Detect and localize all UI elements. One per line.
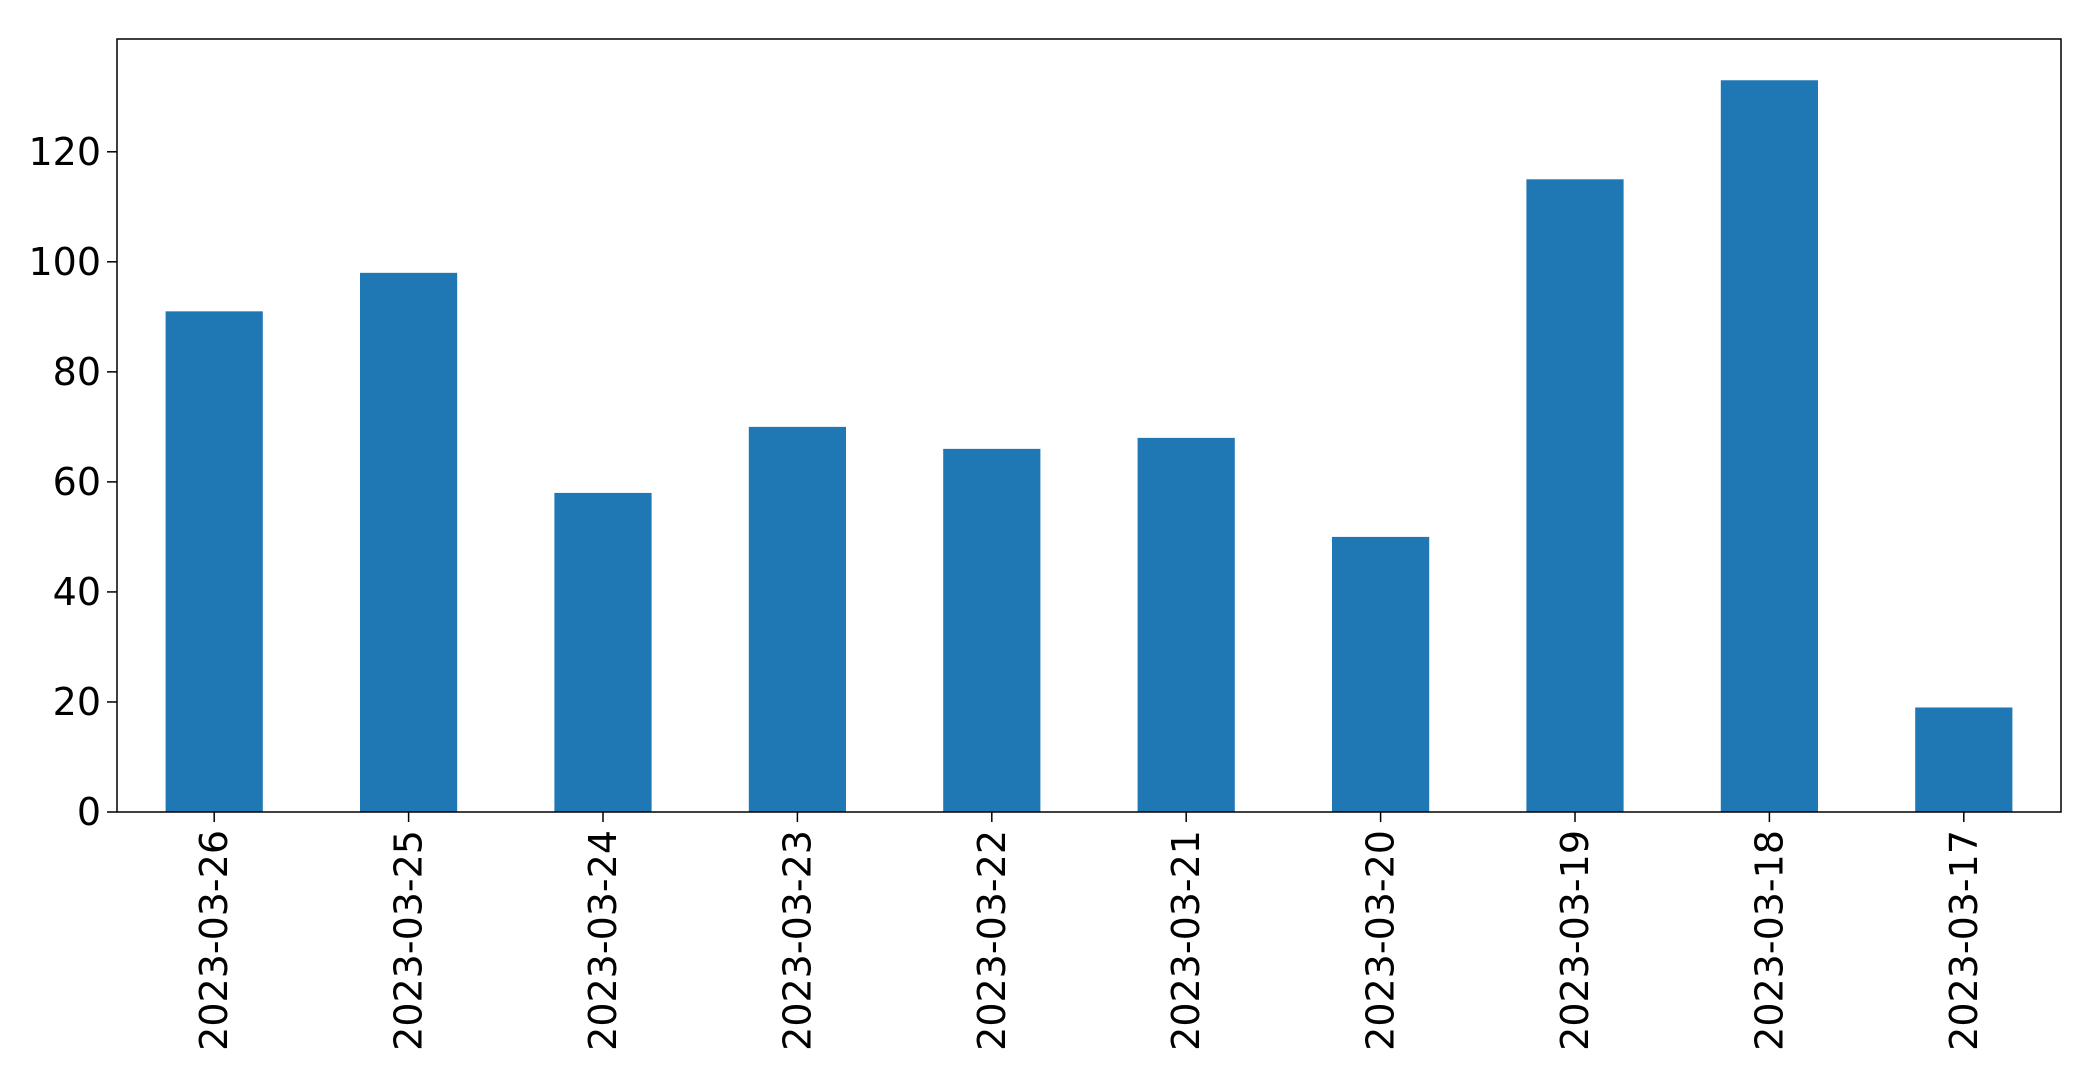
y-tick-label: 120: [28, 130, 101, 174]
x-tick-label: 2023-03-20: [1359, 830, 1403, 1051]
x-axis: 2023-03-26 2023-03-25 2023-03-24 2023-03-23…: [192, 812, 1986, 1051]
bar-2023-03-17: [1915, 707, 2013, 812]
y-tick-label: 60: [53, 460, 101, 504]
x-tick-label: 2023-03-21: [1164, 830, 1208, 1051]
y-tick-label: 80: [53, 350, 101, 394]
bars-group: [165, 80, 2013, 813]
plot-frame: [116, 38, 2062, 813]
x-tick-label: 2023-03-19: [1553, 830, 1597, 1051]
bar-2023-03-20: [1332, 536, 1430, 812]
x-tick-label: 2023-03-18: [1747, 830, 1791, 1051]
x-tick-label: 2023-03-17: [1942, 830, 1986, 1051]
bar-2023-03-23: [748, 426, 846, 812]
x-tick-label: 2023-03-22: [970, 830, 1014, 1051]
bar-2023-03-25: [360, 272, 458, 813]
bar-2023-03-21: [1137, 437, 1235, 812]
y-tick-label: 20: [53, 680, 101, 724]
y-tick-label: 100: [28, 240, 101, 284]
y-axis: 0 20 40 60 80 100 120: [28, 130, 117, 834]
y-tick-label: 0: [77, 790, 101, 834]
x-tick-label: 2023-03-26: [192, 830, 236, 1051]
bar-2023-03-22: [943, 448, 1041, 812]
bar-2023-03-19: [1526, 179, 1624, 813]
bar-2023-03-24: [554, 492, 652, 812]
y-tick-label: 40: [53, 570, 101, 614]
x-tick-label: 2023-03-25: [387, 830, 431, 1051]
x-tick-label: 2023-03-24: [581, 830, 625, 1051]
bar-2023-03-18: [1720, 80, 1818, 812]
x-tick-label: 2023-03-23: [775, 830, 819, 1051]
bar-2023-03-26: [165, 311, 263, 812]
